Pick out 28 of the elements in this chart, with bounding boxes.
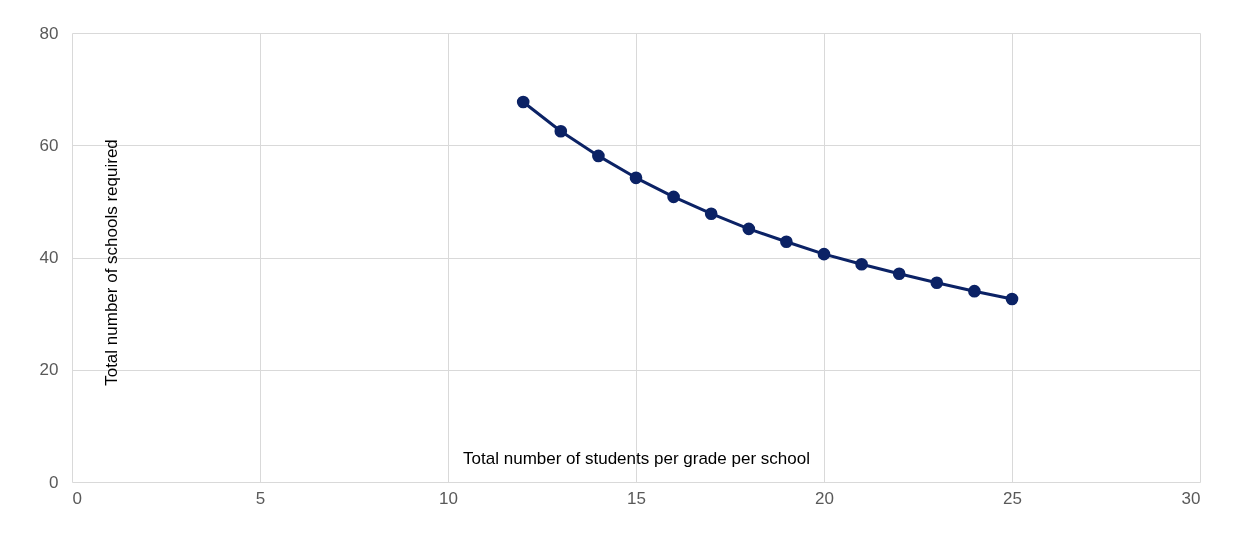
point (855, 257, 868, 271)
x-tick-label: 30 (1181, 488, 1201, 508)
point (667, 190, 680, 204)
point (742, 222, 756, 236)
point (592, 149, 605, 163)
y-axis-title: Total number of schools required (101, 139, 121, 386)
x-axis-title: Total number of students per grade per school (463, 448, 810, 468)
point (780, 235, 793, 249)
x-tick-label: 0 (72, 488, 82, 508)
point (516, 95, 530, 109)
point (817, 247, 831, 261)
point (930, 276, 944, 290)
y-tick-label: 0 (49, 472, 59, 492)
y-tick-label: 80 (39, 23, 59, 43)
x-tick-label: 20 (815, 488, 834, 508)
x-tick-label: 25 (1003, 488, 1022, 508)
point (629, 171, 643, 185)
y-tick-label: 20 (39, 360, 59, 380)
x-tick-label: 10 (439, 488, 458, 508)
point (554, 124, 568, 138)
x-tick-label: 15 (627, 488, 646, 508)
point (968, 284, 981, 298)
y-tick-label: 60 (39, 135, 59, 155)
point (1005, 292, 1019, 306)
y-tick-label: 40 (39, 248, 59, 267)
x-tick-label: 5 (255, 488, 266, 508)
point (704, 207, 718, 221)
point (892, 267, 906, 281)
